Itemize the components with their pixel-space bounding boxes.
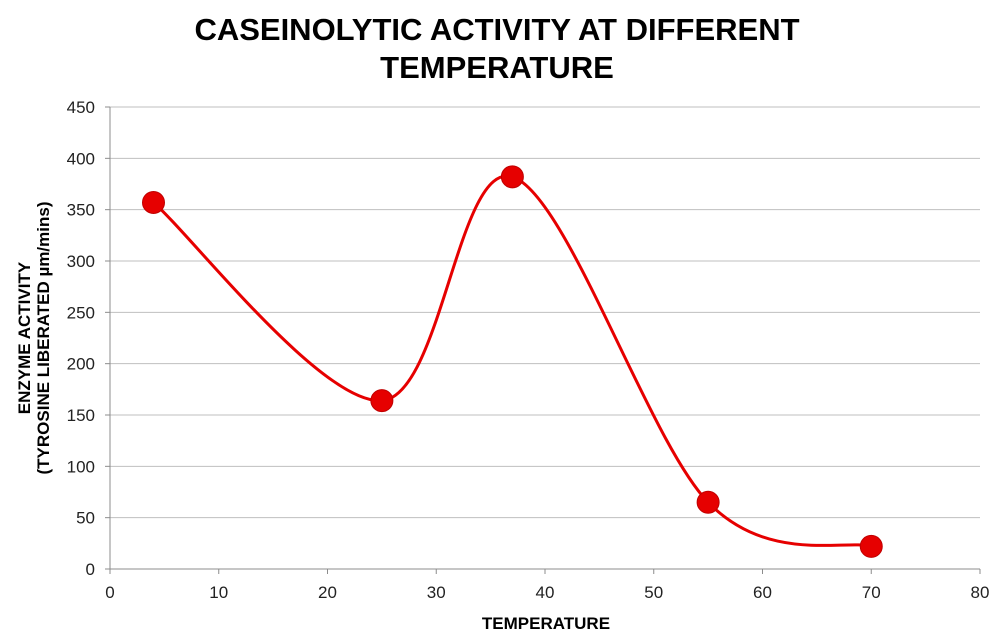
y-tick-label: 450 <box>67 98 95 117</box>
y-tick-label: 250 <box>67 303 95 322</box>
chart-title-line: CASEINOLYTIC ACTIVITY AT DIFFERENT <box>194 12 799 47</box>
data-point <box>696 490 720 514</box>
data-point <box>500 165 524 189</box>
y-axis-title: ENZYME ACTIVITY (TYROSINE LIBERATED µm/mi… <box>15 202 53 475</box>
y-tick-label: 300 <box>67 252 95 271</box>
y-tick-label: 200 <box>67 355 95 374</box>
x-tick-label: 30 <box>427 583 446 602</box>
y-tick-label: 150 <box>67 406 95 425</box>
y-tick-label: 350 <box>67 201 95 220</box>
chart-title: CASEINOLYTIC ACTIVITY AT DIFFERENTTEMPER… <box>194 12 799 85</box>
series-line <box>152 174 872 548</box>
x-tick-label: 20 <box>318 583 337 602</box>
axis-titles: TEMPERATURE ENZYME ACTIVITY (TYROSINE LIBE… <box>15 202 610 634</box>
data-point <box>859 534 883 558</box>
y-axis-title-line: ENZYME ACTIVITY <box>15 261 34 414</box>
x-axis-title: TEMPERATURE <box>482 614 610 633</box>
x-tick-label: 40 <box>536 583 555 602</box>
x-tick-label: 50 <box>644 583 663 602</box>
y-tick-label: 400 <box>67 149 95 168</box>
gridlines <box>110 106 980 519</box>
x-tick-label: 60 <box>753 583 772 602</box>
x-tick-label: 80 <box>971 583 990 602</box>
x-tick-label: 10 <box>209 583 228 602</box>
data-point <box>142 190 165 214</box>
tick-labels: 0 10 20 30 40 50 60 70 80 0 50 100 150 200 250 300 350 40… <box>67 98 990 602</box>
y-tick-label: 50 <box>76 509 95 528</box>
chart-title-line: TEMPERATURE <box>380 50 614 85</box>
x-tick-label: 0 <box>105 583 114 602</box>
x-tick-label: 70 <box>862 583 881 602</box>
axes <box>105 106 981 574</box>
data-point <box>370 389 394 413</box>
data-series <box>142 165 883 558</box>
y-axis-title-line: (TYROSINE LIBERATED µm/mins) <box>34 202 53 475</box>
y-tick-label: 0 <box>86 560 95 579</box>
y-tick-label: 100 <box>67 457 95 476</box>
